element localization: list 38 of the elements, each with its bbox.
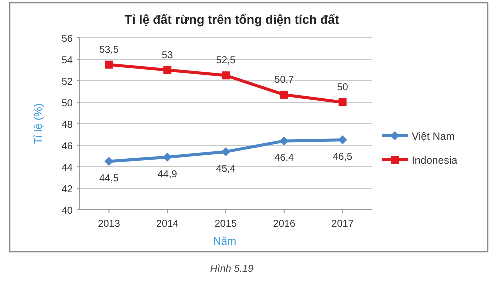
legend-label: Indonesia [412,155,458,167]
data-label: 44,9 [158,169,178,180]
data-label: 53,5 [99,44,120,56]
x-tick-label: 2017 [332,219,354,230]
data-label: 46,4 [274,153,295,164]
point [222,72,230,80]
data-label: 53 [162,50,174,62]
y-tick-label: 42 [62,184,74,196]
y-tick-label: 46 [62,142,74,152]
y-tick-label: 48 [62,120,74,131]
point [164,66,172,74]
data-label: 44,5 [99,174,120,185]
point [105,60,114,69]
point [222,147,230,156]
x-tick-label: 2014 [156,219,180,230]
data-label: 46,5 [333,152,353,164]
data-label: 50,7 [274,74,295,86]
point [280,136,289,146]
legend-label: Việt Nam [412,131,456,143]
text: Hình 5.19 [210,264,254,275]
y-tick-label: 56 [62,34,74,45]
data-label: 52,5 [216,56,236,67]
x-tick-label: 2016 [273,219,296,230]
x-tick-label: 2015 [214,219,238,230]
point [338,98,347,106]
y-tick-label: 50 [62,98,74,110]
x-axis-title: Năm [213,236,237,248]
y-tick-label: 52 [62,77,74,88]
data-label: 50 [337,82,349,94]
y-tick-label: 44 [62,163,74,174]
y-axis-title: Tỉ lệ (%) [33,104,45,144]
x-tick-label: 2013 [98,219,121,230]
point [104,157,114,166]
y-tick-label: 54 [62,56,74,66]
point [280,90,288,99]
chart-title: Tỉ lệ đất rừng trên tổng diện tích đất [124,13,340,27]
data-label: 45,4 [216,164,236,175]
y-tick-label: 40 [62,206,74,217]
